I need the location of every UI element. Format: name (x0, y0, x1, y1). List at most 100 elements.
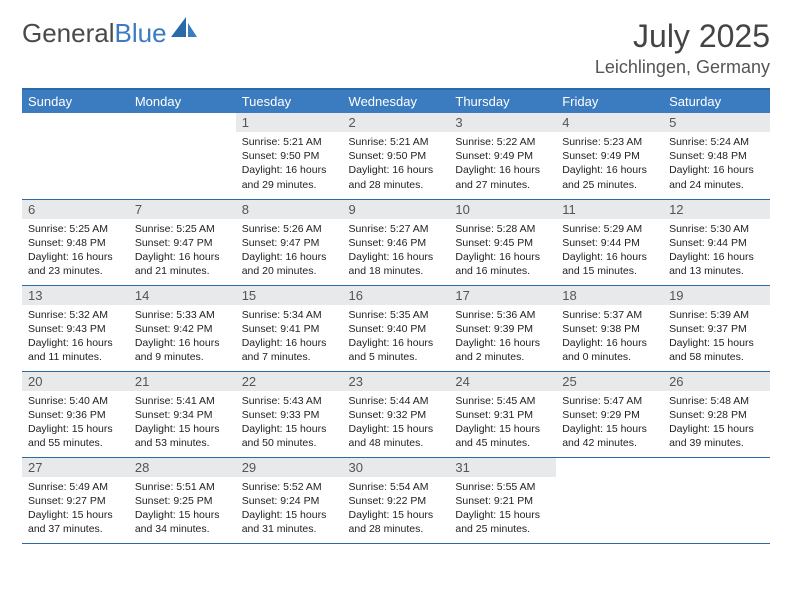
day-number: 15 (236, 286, 343, 305)
day-details: Sunrise: 5:23 AM Sunset: 9:49 PM Dayligh… (556, 132, 663, 196)
day-number: 20 (22, 372, 129, 391)
day-details: Sunrise: 5:48 AM Sunset: 9:28 PM Dayligh… (663, 391, 770, 455)
day-details: Sunrise: 5:28 AM Sunset: 9:45 PM Dayligh… (449, 219, 556, 283)
dayheader-row: Sunday Monday Tuesday Wednesday Thursday… (22, 89, 770, 113)
day-details: Sunrise: 5:34 AM Sunset: 9:41 PM Dayligh… (236, 305, 343, 369)
calendar-cell: 4Sunrise: 5:23 AM Sunset: 9:49 PM Daylig… (556, 113, 663, 199)
day-number: 24 (449, 372, 556, 391)
day-details: Sunrise: 5:29 AM Sunset: 9:44 PM Dayligh… (556, 219, 663, 283)
day-number: 30 (343, 458, 450, 477)
month-title: July 2025 (595, 18, 770, 55)
dayheader-tue: Tuesday (236, 89, 343, 113)
day-details: Sunrise: 5:47 AM Sunset: 9:29 PM Dayligh… (556, 391, 663, 455)
calendar-cell: 18Sunrise: 5:37 AM Sunset: 9:38 PM Dayli… (556, 285, 663, 371)
day-details: Sunrise: 5:22 AM Sunset: 9:49 PM Dayligh… (449, 132, 556, 196)
day-number: 19 (663, 286, 770, 305)
day-number: 2 (343, 113, 450, 132)
calendar-cell: 8Sunrise: 5:26 AM Sunset: 9:47 PM Daylig… (236, 199, 343, 285)
day-details: Sunrise: 5:43 AM Sunset: 9:33 PM Dayligh… (236, 391, 343, 455)
day-details: Sunrise: 5:33 AM Sunset: 9:42 PM Dayligh… (129, 305, 236, 369)
calendar-cell: 16Sunrise: 5:35 AM Sunset: 9:40 PM Dayli… (343, 285, 450, 371)
calendar-row: 20Sunrise: 5:40 AM Sunset: 9:36 PM Dayli… (22, 371, 770, 457)
day-number: 8 (236, 200, 343, 219)
day-number: 21 (129, 372, 236, 391)
day-details: Sunrise: 5:44 AM Sunset: 9:32 PM Dayligh… (343, 391, 450, 455)
calendar-cell: 25Sunrise: 5:47 AM Sunset: 9:29 PM Dayli… (556, 371, 663, 457)
day-number: 10 (449, 200, 556, 219)
day-details: Sunrise: 5:25 AM Sunset: 9:48 PM Dayligh… (22, 219, 129, 283)
calendar-row: 27Sunrise: 5:49 AM Sunset: 9:27 PM Dayli… (22, 457, 770, 543)
calendar-cell: 7Sunrise: 5:25 AM Sunset: 9:47 PM Daylig… (129, 199, 236, 285)
calendar-cell: 24Sunrise: 5:45 AM Sunset: 9:31 PM Dayli… (449, 371, 556, 457)
dayheader-fri: Friday (556, 89, 663, 113)
day-number: 5 (663, 113, 770, 132)
calendar-cell: 9Sunrise: 5:27 AM Sunset: 9:46 PM Daylig… (343, 199, 450, 285)
calendar-table: Sunday Monday Tuesday Wednesday Thursday… (22, 88, 770, 544)
day-details: Sunrise: 5:37 AM Sunset: 9:38 PM Dayligh… (556, 305, 663, 369)
dayheader-thu: Thursday (449, 89, 556, 113)
day-details: Sunrise: 5:27 AM Sunset: 9:46 PM Dayligh… (343, 219, 450, 283)
calendar-cell: 14Sunrise: 5:33 AM Sunset: 9:42 PM Dayli… (129, 285, 236, 371)
day-number: 16 (343, 286, 450, 305)
day-details: Sunrise: 5:21 AM Sunset: 9:50 PM Dayligh… (236, 132, 343, 196)
calendar-row: 6Sunrise: 5:25 AM Sunset: 9:48 PM Daylig… (22, 199, 770, 285)
dayheader-sat: Saturday (663, 89, 770, 113)
calendar-cell: 27Sunrise: 5:49 AM Sunset: 9:27 PM Dayli… (22, 457, 129, 543)
day-details: Sunrise: 5:26 AM Sunset: 9:47 PM Dayligh… (236, 219, 343, 283)
day-details: Sunrise: 5:36 AM Sunset: 9:39 PM Dayligh… (449, 305, 556, 369)
day-number: 28 (129, 458, 236, 477)
day-number (663, 458, 770, 477)
calendar-cell: 17Sunrise: 5:36 AM Sunset: 9:39 PM Dayli… (449, 285, 556, 371)
day-details: Sunrise: 5:39 AM Sunset: 9:37 PM Dayligh… (663, 305, 770, 369)
day-number: 14 (129, 286, 236, 305)
day-details: Sunrise: 5:32 AM Sunset: 9:43 PM Dayligh… (22, 305, 129, 369)
day-details: Sunrise: 5:30 AM Sunset: 9:44 PM Dayligh… (663, 219, 770, 283)
day-details: Sunrise: 5:55 AM Sunset: 9:21 PM Dayligh… (449, 477, 556, 541)
calendar-cell (663, 457, 770, 543)
day-details: Sunrise: 5:54 AM Sunset: 9:22 PM Dayligh… (343, 477, 450, 541)
day-details: Sunrise: 5:49 AM Sunset: 9:27 PM Dayligh… (22, 477, 129, 541)
brand-part2: Blue (115, 18, 167, 48)
day-details: Sunrise: 5:35 AM Sunset: 9:40 PM Dayligh… (343, 305, 450, 369)
day-number: 11 (556, 200, 663, 219)
day-number: 6 (22, 200, 129, 219)
day-number: 23 (343, 372, 450, 391)
calendar-cell: 30Sunrise: 5:54 AM Sunset: 9:22 PM Dayli… (343, 457, 450, 543)
day-number: 1 (236, 113, 343, 132)
calendar-cell: 11Sunrise: 5:29 AM Sunset: 9:44 PM Dayli… (556, 199, 663, 285)
day-details: Sunrise: 5:25 AM Sunset: 9:47 PM Dayligh… (129, 219, 236, 283)
day-details: Sunrise: 5:45 AM Sunset: 9:31 PM Dayligh… (449, 391, 556, 455)
calendar-cell (556, 457, 663, 543)
day-number: 31 (449, 458, 556, 477)
calendar-cell: 12Sunrise: 5:30 AM Sunset: 9:44 PM Dayli… (663, 199, 770, 285)
day-number: 25 (556, 372, 663, 391)
location-label: Leichlingen, Germany (595, 57, 770, 78)
calendar-cell: 15Sunrise: 5:34 AM Sunset: 9:41 PM Dayli… (236, 285, 343, 371)
day-number: 12 (663, 200, 770, 219)
calendar-cell (22, 113, 129, 199)
calendar-cell: 5Sunrise: 5:24 AM Sunset: 9:48 PM Daylig… (663, 113, 770, 199)
header: GeneralBlue July 2025 Leichlingen, Germa… (22, 18, 770, 78)
day-number (129, 113, 236, 132)
dayheader-mon: Monday (129, 89, 236, 113)
calendar-cell: 20Sunrise: 5:40 AM Sunset: 9:36 PM Dayli… (22, 371, 129, 457)
calendar-cell: 23Sunrise: 5:44 AM Sunset: 9:32 PM Dayli… (343, 371, 450, 457)
calendar-cell: 29Sunrise: 5:52 AM Sunset: 9:24 PM Dayli… (236, 457, 343, 543)
day-number (556, 458, 663, 477)
calendar-cell: 21Sunrise: 5:41 AM Sunset: 9:34 PM Dayli… (129, 371, 236, 457)
calendar-cell: 1Sunrise: 5:21 AM Sunset: 9:50 PM Daylig… (236, 113, 343, 199)
calendar-row: 13Sunrise: 5:32 AM Sunset: 9:43 PM Dayli… (22, 285, 770, 371)
day-number: 9 (343, 200, 450, 219)
calendar-cell: 13Sunrise: 5:32 AM Sunset: 9:43 PM Dayli… (22, 285, 129, 371)
day-number: 17 (449, 286, 556, 305)
calendar-cell: 28Sunrise: 5:51 AM Sunset: 9:25 PM Dayli… (129, 457, 236, 543)
day-details: Sunrise: 5:21 AM Sunset: 9:50 PM Dayligh… (343, 132, 450, 196)
day-details: Sunrise: 5:52 AM Sunset: 9:24 PM Dayligh… (236, 477, 343, 541)
day-number: 27 (22, 458, 129, 477)
brand-part1: General (22, 18, 115, 48)
day-number: 3 (449, 113, 556, 132)
day-number: 18 (556, 286, 663, 305)
day-number: 7 (129, 200, 236, 219)
calendar-cell: 10Sunrise: 5:28 AM Sunset: 9:45 PM Dayli… (449, 199, 556, 285)
calendar-cell: 2Sunrise: 5:21 AM Sunset: 9:50 PM Daylig… (343, 113, 450, 199)
